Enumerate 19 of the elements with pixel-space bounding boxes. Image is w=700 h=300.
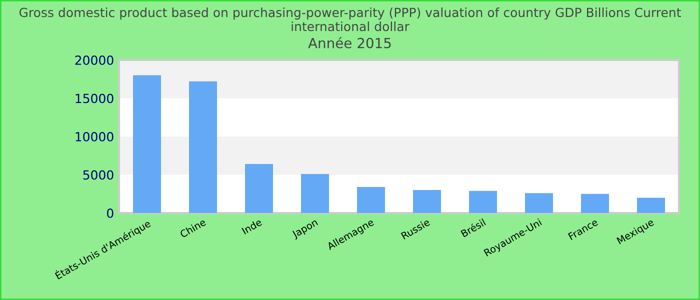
bar: [525, 193, 553, 213]
x-tick-label: Inde: [241, 218, 262, 234]
bar: [301, 174, 329, 213]
bar: [189, 81, 217, 213]
bar: [413, 190, 441, 213]
y-tick-label: 10000: [76, 132, 114, 142]
bar: [637, 198, 665, 213]
bar: [581, 194, 609, 213]
y-tick-label: 0: [107, 208, 114, 218]
y-tick-label: 15000: [76, 94, 114, 104]
bar: [357, 186, 385, 213]
bar: [245, 164, 273, 213]
bar: [469, 190, 497, 213]
x-tick-label: Chine: [179, 218, 206, 238]
chart-subtitle: Année 2015: [308, 37, 391, 48]
y-tick-label: 5000: [83, 170, 114, 180]
chart-title: Gross domestic product based on purchasing-power-parity (PPP) valuation of country GDP Billions Current international dollar: [19, 8, 681, 32]
bar: [133, 75, 161, 213]
y-tick-label: 20000: [75, 55, 114, 65]
